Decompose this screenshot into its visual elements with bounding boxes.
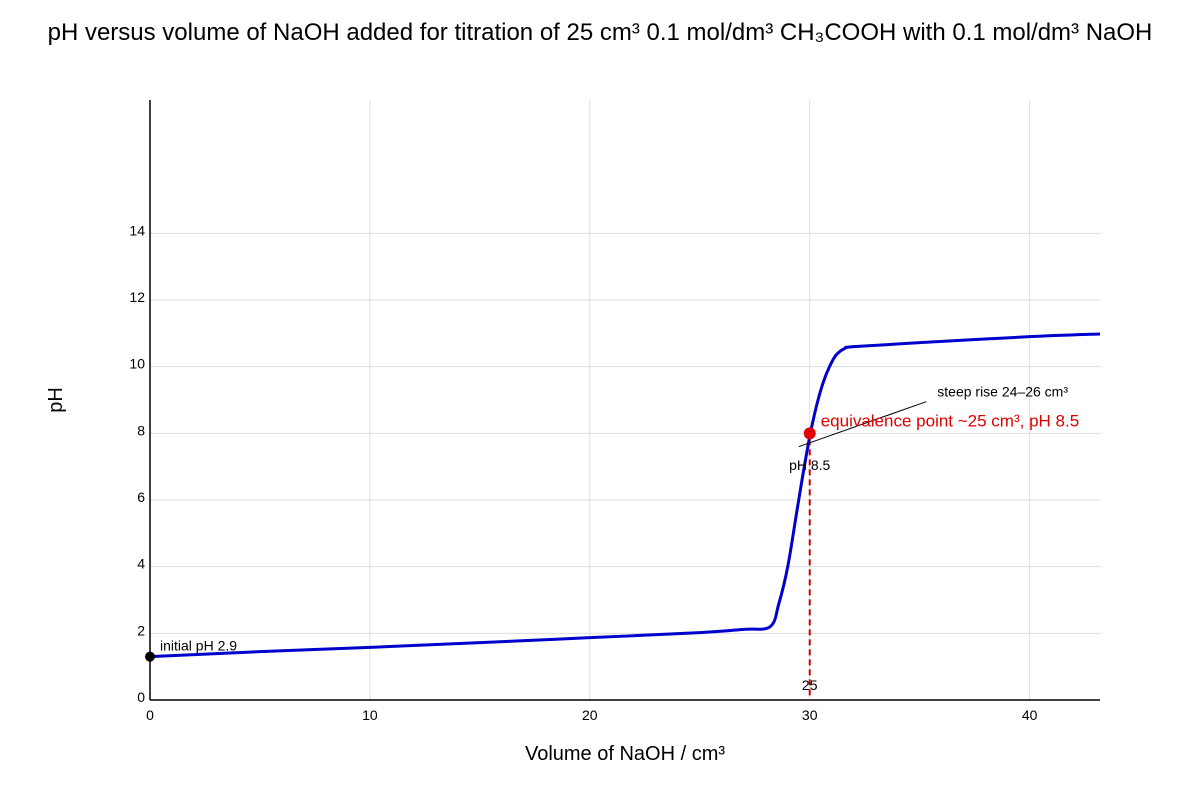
x-tick-label: 10: [362, 707, 378, 723]
ph-value-annotation: pH 8.5: [789, 457, 830, 473]
equivalence-point-annotation: equivalence point ~25 cm³, pH 8.5: [821, 411, 1079, 430]
y-tick-label: 6: [137, 489, 145, 505]
steep-rise-annotation: steep rise 24–26 cm³: [937, 384, 1068, 400]
chart-title: pH versus volume of NaOH added for titra…: [48, 19, 1153, 46]
x-tick-label: 20: [582, 707, 598, 723]
y-tick-labels: 0 2 4 6 8 10 12 14: [129, 222, 145, 705]
equivalence-point: [803, 427, 816, 440]
initial-ph-annotation: initial pH 2.9: [160, 638, 237, 654]
x-tick-label: 40: [1022, 707, 1038, 723]
grid-lines: [150, 100, 1100, 700]
y-tick-label: 12: [129, 289, 145, 305]
y-tick-label: 4: [137, 556, 145, 572]
equivalence-marker-group: 25: [802, 439, 818, 700]
x-axis-title: Volume of NaOH / cm³: [525, 743, 725, 765]
y-tick-label: 14: [129, 222, 145, 238]
y-axis-title: pH: [45, 387, 67, 413]
data-points: [145, 427, 816, 662]
titration-curve-line: [149, 332, 1101, 659]
y-tick-label: 8: [137, 422, 145, 438]
y-tick-label: 2: [137, 622, 145, 638]
y-tick-label: 0: [137, 689, 145, 705]
steep-rise-leader-line: [798, 401, 927, 448]
equivalence-x-label: 25: [802, 677, 818, 693]
axes: [149, 100, 1100, 701]
x-tick-label: 0: [146, 707, 154, 723]
x-tick-label: 30: [802, 707, 818, 723]
x-tick-labels: 0 10 20 30 40: [146, 707, 1038, 723]
y-tick-label: 10: [129, 356, 145, 372]
initial-point: [145, 651, 155, 662]
